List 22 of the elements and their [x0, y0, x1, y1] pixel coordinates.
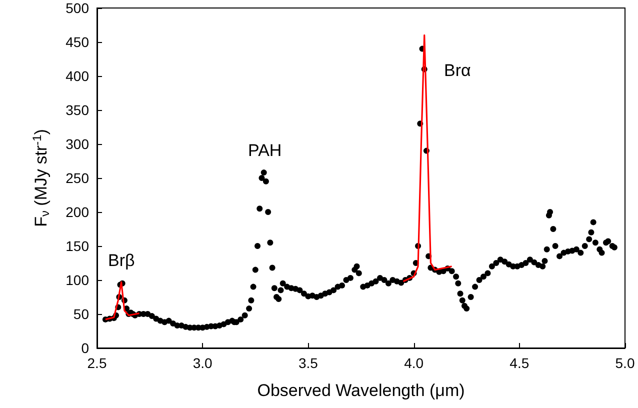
y-tick-label: 250	[66, 170, 90, 186]
y-tick-label: 0	[81, 340, 90, 356]
y-axis-title: Fν (MJy str-1)	[30, 129, 52, 227]
annotation: Brα	[444, 61, 471, 80]
y-tick-label: 350	[66, 102, 90, 118]
y-tick-label: 50	[73, 306, 90, 322]
x-tick-label: 2.5	[87, 355, 107, 371]
y-tick-label: 400	[66, 68, 90, 84]
y-tick-label: 500	[66, 0, 90, 16]
x-tick-label: 5.0	[615, 355, 635, 371]
y-tick-label: 100	[66, 272, 90, 288]
y-tick-label: 300	[66, 136, 90, 152]
x-axis-title: Observed Wavelength (μm)	[257, 381, 465, 400]
annotation: Brβ	[108, 251, 135, 270]
y-tick-label: 450	[66, 34, 90, 50]
x-tick-label: 4.5	[510, 355, 530, 371]
x-tick-label: 4.0	[404, 355, 424, 371]
x-tick-label: 3.0	[192, 355, 213, 371]
y-tick-label: 150	[66, 238, 90, 254]
x-tick-label: 3.5	[298, 355, 318, 371]
y-tick-label: 200	[66, 204, 90, 220]
annotation: PAH	[248, 141, 282, 160]
